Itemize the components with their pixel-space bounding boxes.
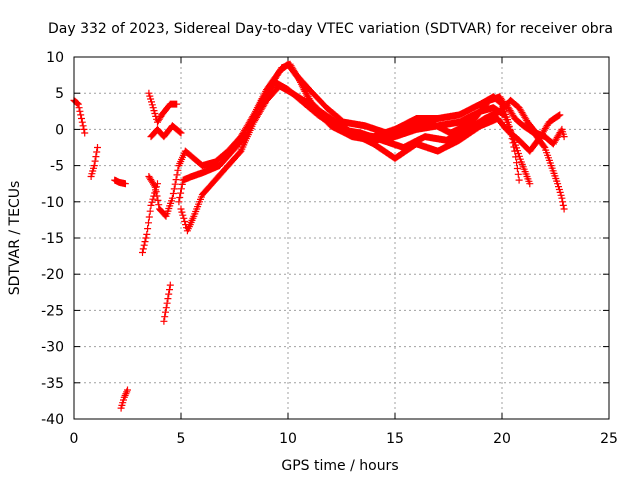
series-track-n — [293, 71, 510, 137]
series-track-d — [117, 386, 131, 412]
series-track-b — [87, 144, 101, 180]
y-tick-label: -35 — [41, 376, 64, 392]
y-tick-label: 10 — [46, 50, 64, 66]
series-track-b-markers — [87, 144, 101, 180]
series-track-g-markers — [145, 89, 181, 126]
y-tick-label: -25 — [41, 303, 64, 319]
x-tick-label: 15 — [386, 431, 404, 447]
plot-frame — [73, 56, 610, 420]
x-tick-label: 25 — [600, 431, 618, 447]
series-track-l — [258, 78, 568, 151]
series-track-c-markers — [111, 176, 129, 188]
series-track-h-markers — [147, 122, 185, 141]
series-track-g — [145, 89, 181, 126]
tick-labels: 0 5 10 15 20 25 10 5 0 -5 -10 -15 -20 -25 -30 -35 -40 — [41, 50, 618, 447]
x-axis-title: GPS time / hours — [281, 458, 398, 474]
x-tick-label: 5 — [177, 431, 186, 447]
series-track-a-markers — [70, 96, 89, 137]
series-track-f-markers — [160, 281, 174, 325]
chart-title: Day 332 of 2023, Sidereal Day-to-day VTE… — [48, 21, 613, 37]
y-tick-label: -5 — [50, 159, 64, 175]
grid-lines — [74, 57, 609, 419]
y-axis-title: SDTVAR / TECUs — [7, 181, 23, 296]
y-tick-label: 0 — [55, 122, 64, 138]
series-track-c — [111, 176, 129, 188]
x-tick-label: 10 — [279, 431, 297, 447]
series-track-n-markers — [293, 71, 510, 137]
data-marks — [70, 60, 568, 412]
series-track-l-markers — [258, 78, 568, 151]
series-track-d-markers — [117, 386, 131, 412]
y-tick-label: -30 — [41, 340, 64, 356]
series-track-h — [147, 122, 185, 141]
series-track-f — [160, 281, 174, 325]
series-track-a — [70, 96, 89, 137]
y-tick-label: -40 — [41, 412, 64, 428]
x-tick-label: 20 — [493, 431, 511, 447]
y-tick-label: -20 — [41, 267, 64, 283]
y-tick-label: -10 — [41, 195, 64, 211]
y-tick-label: 5 — [55, 86, 64, 102]
y-tick-label: -15 — [41, 231, 64, 247]
x-tick-label: 0 — [70, 431, 79, 447]
